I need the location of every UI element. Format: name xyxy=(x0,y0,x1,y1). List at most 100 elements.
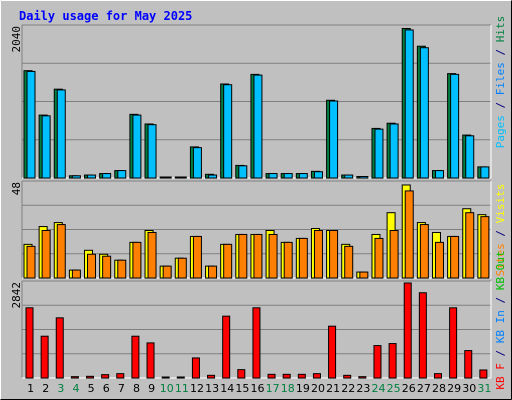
bar-kbf-day-19 xyxy=(297,373,306,379)
legend-pages-files-hits-part: Files xyxy=(494,62,507,95)
bar-sites-day-29 xyxy=(450,235,460,279)
bar-kbf-day-6 xyxy=(101,374,110,379)
bar-kbf-day-15 xyxy=(237,369,246,379)
bar-files-day-11 xyxy=(177,176,187,179)
bar-sites-day-6 xyxy=(102,255,112,279)
bar-files-day-3 xyxy=(56,89,66,179)
legend-sites-visits: Sites / Visits xyxy=(494,184,507,277)
x-tick-label-day-23: 23 xyxy=(356,382,370,395)
x-tick-label-day-4: 4 xyxy=(72,382,79,395)
bar-files-day-30 xyxy=(465,135,475,179)
bar-sites-day-14 xyxy=(223,243,233,279)
bar-files-day-25 xyxy=(389,123,399,179)
bar-kbf-day-1 xyxy=(25,307,34,379)
bar-files-day-23 xyxy=(359,176,369,179)
bar-sites-day-28 xyxy=(434,241,444,279)
bar-kbf-day-2 xyxy=(40,335,49,379)
legend-sites-visits-part: Visits xyxy=(494,184,507,224)
bar-sites-day-21 xyxy=(329,230,339,279)
bar-files-day-26 xyxy=(404,29,414,179)
legend-sites-visits-part: / xyxy=(494,223,507,243)
bar-sites-day-19 xyxy=(298,237,308,279)
bar-sites-day-26 xyxy=(404,190,414,279)
bar-kbf-day-23 xyxy=(358,376,367,379)
bar-kbf-day-10 xyxy=(161,376,170,379)
bar-files-day-15 xyxy=(238,165,248,179)
x-tick-label-day-14: 14 xyxy=(220,382,234,395)
bar-files-day-5 xyxy=(87,174,97,179)
bar-sites-day-20 xyxy=(313,230,323,279)
bar-files-day-18 xyxy=(283,173,293,179)
x-tick-label-day-13: 13 xyxy=(205,382,219,395)
bar-kbf-day-16 xyxy=(252,307,261,379)
x-tick-label-day-19: 19 xyxy=(296,382,310,395)
x-tick-label-day-1: 1 xyxy=(27,382,34,395)
x-axis-labels: 1 2 3 4 5 6 7 8 9 10 11 12 13 14 15 16 17 18 19 20 21 22 23 24 2… xyxy=(27,382,491,395)
bar-kbf-day-29 xyxy=(449,307,458,379)
bar-sites-day-22 xyxy=(344,245,354,279)
bar-kbf-day-30 xyxy=(464,350,473,379)
x-tick-label-day-28: 28 xyxy=(432,382,446,395)
bar-files-day-31 xyxy=(480,166,490,179)
bar-files-day-27 xyxy=(419,47,429,179)
bar-files-day-28 xyxy=(434,170,444,179)
bar-sites-day-15 xyxy=(238,233,248,279)
bar-files-day-24 xyxy=(374,128,384,179)
legend-pages-files-hits-part: Pages xyxy=(494,115,507,148)
legend-kb-traffic-part: KB F xyxy=(494,363,507,390)
bar-files-day-9 xyxy=(147,124,157,179)
bar-sites-day-3 xyxy=(56,224,66,279)
bar-kbf-day-26 xyxy=(403,282,412,379)
bar-kbf-day-11 xyxy=(176,376,185,379)
bar-files-day-14 xyxy=(223,84,233,179)
bar-kbf-day-28 xyxy=(433,373,442,379)
bar-files-day-4 xyxy=(71,175,81,179)
x-tick-label-day-30: 30 xyxy=(462,382,476,395)
bar-kbf-day-13 xyxy=(207,374,216,379)
bar-sites-day-25 xyxy=(389,230,399,279)
legend-pages-files-hits-part: / xyxy=(494,42,507,62)
x-tick-label-day-10: 10 xyxy=(160,382,174,395)
x-tick-label-day-25: 25 xyxy=(387,382,401,395)
x-tick-label-day-6: 6 xyxy=(103,382,110,395)
bottom-panel-ymax-label: 2842 xyxy=(10,282,23,309)
x-tick-label-day-27: 27 xyxy=(417,382,431,395)
bar-sites-day-17 xyxy=(268,233,278,279)
x-tick-label-day-7: 7 xyxy=(118,382,125,395)
bar-files-day-17 xyxy=(268,173,278,179)
bar-files-day-12 xyxy=(192,147,202,179)
bar-kbf-day-4 xyxy=(70,376,79,379)
bar-sites-day-13 xyxy=(208,265,218,279)
legend-kb-traffic-part: / xyxy=(494,290,507,310)
bar-sites-day-5 xyxy=(87,253,97,279)
plot-layer xyxy=(21,24,492,379)
bar-files-day-13 xyxy=(208,174,218,179)
bar-kbf-day-22 xyxy=(343,374,352,379)
bar-kbf-day-17 xyxy=(267,373,276,379)
legend-kb-traffic-part: KB In xyxy=(494,310,507,343)
bar-kbf-day-7 xyxy=(116,373,125,379)
bar-sites-day-16 xyxy=(253,233,263,279)
bar-sites-day-9 xyxy=(147,231,157,279)
x-tick-label-day-17: 17 xyxy=(266,382,280,395)
bar-kbf-day-14 xyxy=(222,315,231,379)
bar-kbf-day-24 xyxy=(373,345,382,379)
x-tick-label-day-5: 5 xyxy=(88,382,95,395)
bar-sites-day-12 xyxy=(192,235,202,279)
x-tick-label-day-15: 15 xyxy=(235,382,249,395)
legend-pages-files-hits-part: / xyxy=(494,95,507,115)
legend-pages-files-hits: Pages / Files / Hits xyxy=(494,16,507,149)
bar-kbf-day-3 xyxy=(55,317,64,379)
bar-kbf-day-27 xyxy=(418,292,427,379)
bar-sites-day-31 xyxy=(480,216,490,279)
bar-files-day-6 xyxy=(102,173,112,179)
bar-files-day-10 xyxy=(162,176,172,179)
x-tick-label-day-22: 22 xyxy=(341,382,355,395)
bar-files-day-8 xyxy=(132,114,142,179)
bar-files-day-19 xyxy=(298,173,308,179)
bar-kbf-day-8 xyxy=(131,335,140,379)
bar-sites-day-1 xyxy=(26,245,36,279)
bar-sites-day-8 xyxy=(132,241,142,279)
bar-sites-day-11 xyxy=(177,257,187,279)
